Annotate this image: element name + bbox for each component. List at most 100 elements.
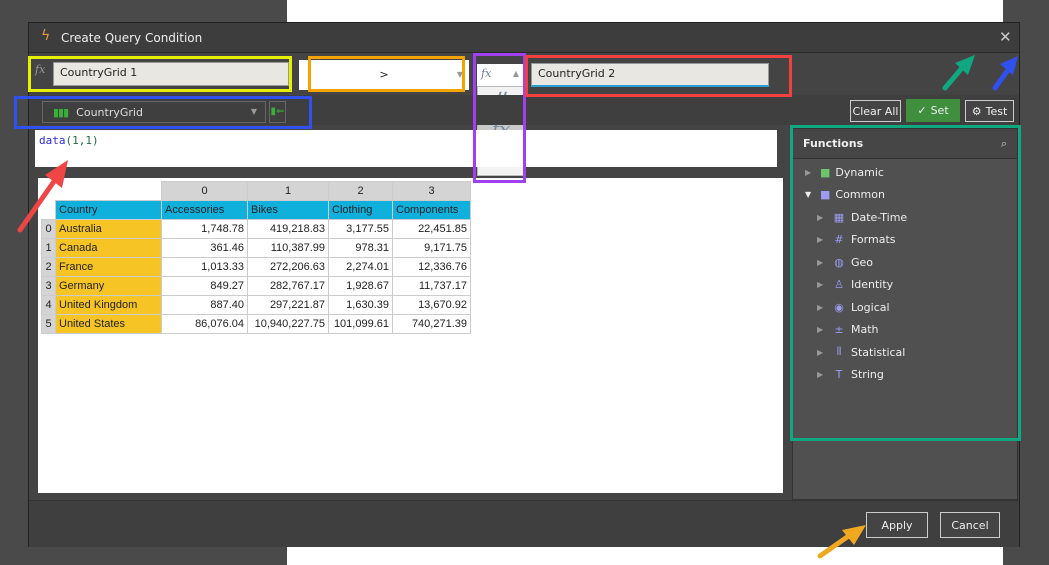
chevron-down-icon: ▼: [250, 107, 257, 116]
functions-title: Functions: [803, 137, 864, 150]
expression-editor[interactable]: data(1,1): [35, 130, 777, 167]
apply-button[interactable]: Apply: [866, 512, 928, 538]
clear-all-button[interactable]: Clear All: [850, 100, 901, 122]
row-index: 4: [41, 295, 56, 315]
bars-icon: ⫴: [836, 345, 842, 359]
#fx-icon: #: [834, 233, 844, 247]
table-cell[interactable]: 2,274.01: [328, 257, 393, 277]
expression-function: data: [39, 134, 66, 147]
table-cell[interactable]: 272,206.63: [247, 257, 329, 277]
table-cell[interactable]: 101,099.61: [328, 314, 393, 334]
expand-icon: ▶: [817, 325, 824, 335]
data-grid-preview: 0 1 2 3 Country Accessories Bikes Clothing Compo…: [38, 178, 783, 493]
table-cell[interactable]: 361.46: [161, 238, 248, 258]
globe-icon: ◍: [834, 255, 844, 269]
expression-args: (1,1): [65, 134, 99, 147]
category-label: Geo: [851, 255, 874, 269]
function-category-logical[interactable]: ▶ ◉ Logical: [805, 296, 1005, 319]
data-table: 0 1 2 3 Country Accessories Bikes Clothing Compo…: [41, 181, 471, 334]
insert-data-button[interactable]: ▮⇐: [269, 101, 286, 123]
column-header[interactable]: Accessories: [161, 200, 248, 220]
folder-dynamic[interactable]: ▶ ■ Dynamic: [805, 161, 1005, 184]
table-cell[interactable]: 11,737.17: [392, 276, 471, 296]
function-category-identity[interactable]: ▶ ♙ Identity: [805, 274, 1005, 297]
table-cell[interactable]: 1,630.39: [328, 295, 393, 315]
person-icon: ♙: [834, 278, 844, 292]
expand-icon: ▶: [817, 257, 824, 267]
radio-icon: ◉: [834, 300, 844, 314]
category-label: Statistical: [851, 345, 906, 359]
table-cell[interactable]: 1,748.78: [161, 219, 248, 239]
category-label: Formats: [851, 233, 896, 247]
column-index: 2: [328, 181, 393, 201]
table-cell[interactable]: 9,171.75: [392, 238, 471, 258]
category-label: Date-Time: [851, 210, 908, 224]
function-category-geo[interactable]: ▶ ◍ Geo: [805, 251, 1005, 274]
table-cell[interactable]: 10,940,227.75: [247, 314, 329, 334]
table-cell[interactable]: 86,076.04: [161, 314, 248, 334]
cancel-button[interactable]: Cancel: [940, 512, 1000, 538]
folder-label: Common: [835, 188, 885, 202]
chevron-down-icon: ▼: [456, 70, 463, 79]
close-icon[interactable]: ✕: [999, 28, 1012, 46]
expand-icon: ▶: [817, 212, 824, 222]
table-cell[interactable]: 282,767.17: [247, 276, 329, 296]
expand-icon: ▶: [817, 370, 824, 380]
table-cell[interactable]: 12,336.76: [392, 257, 471, 277]
T-icon: T: [835, 368, 843, 382]
lightning-icon: ϟ: [41, 28, 51, 44]
column-header[interactable]: Components: [392, 200, 471, 220]
value-type-dropdown[interactable]: fx ▲: [477, 64, 525, 86]
column-header[interactable]: Clothing: [328, 200, 393, 220]
folder-common[interactable]: ▼ ■ Common: [805, 184, 1005, 207]
column-index: 0: [161, 181, 248, 201]
collapse-icon: ▼: [805, 190, 812, 200]
table-cell[interactable]: 740,271.39: [392, 314, 471, 334]
table-cell[interactable]: 1,013.33: [161, 257, 248, 277]
bar-chart-icon: ▮▮▮: [53, 105, 69, 119]
function-category-date-time[interactable]: ▶ ▦ Date-Time: [805, 206, 1005, 229]
test-badge-icon: ⚙: [971, 104, 982, 118]
operator-value: >: [379, 68, 389, 81]
right-value-input[interactable]: CountryGrid 2: [531, 63, 769, 87]
table-cell[interactable]: 887.40: [161, 295, 248, 315]
table-cell[interactable]: 297,221.87: [247, 295, 329, 315]
table-row: 1 Canada 361.46 110,387.99 978.31 9,171.75: [41, 238, 471, 258]
table-cell[interactable]: 1,928.67: [328, 276, 393, 296]
set-button[interactable]: ✓ Set: [906, 99, 960, 122]
table-row: 5 United States 86,076.04 10,940,227.75 101,…: [41, 314, 471, 334]
category-label: String: [851, 368, 884, 382]
column-index: 1: [247, 181, 329, 201]
column-header[interactable]: Country: [55, 200, 162, 220]
row-header: France: [55, 257, 162, 277]
function-category-statistical[interactable]: ▶ ⫴ Statistical: [805, 341, 1005, 364]
table-cell[interactable]: 978.31: [328, 238, 393, 258]
table-row: 0 Australia 1,748.78 419,218.83 3,177.55 22,4…: [41, 219, 471, 239]
test-label: Test: [985, 104, 1008, 118]
row-header: Australia: [55, 219, 162, 239]
table-cell[interactable]: 110,387.99: [247, 238, 329, 258]
table-cell[interactable]: 419,218.83: [247, 219, 329, 239]
source-dropdown[interactable]: ▮▮▮ CountryGrid ▼: [42, 101, 266, 123]
table-cell[interactable]: 13,670.92: [392, 295, 471, 315]
test-button[interactable]: ⚙ Test: [965, 100, 1014, 122]
function-category-formats[interactable]: ▶ # Formats: [805, 229, 1005, 252]
folder-icon: ■: [820, 188, 831, 202]
table-row: 3 Germany 849.27 282,767.17 1,928.67 11,737.1…: [41, 276, 471, 296]
folder-icon: ■: [820, 165, 831, 179]
category-label: Math: [851, 323, 879, 337]
check-icon: ✓: [917, 104, 927, 117]
operator-dropdown[interactable]: > ▼: [299, 60, 469, 90]
table-cell[interactable]: 849.27: [161, 276, 248, 296]
expand-icon: ▶: [817, 235, 824, 245]
expand-icon: ▶: [805, 167, 812, 177]
search-icon[interactable]: ⌕: [1000, 136, 1007, 150]
function-category-string[interactable]: ▶ T String: [805, 364, 1005, 387]
category-label: Identity: [851, 278, 894, 292]
table-cell[interactable]: 3,177.55: [328, 219, 393, 239]
left-value-input[interactable]: CountryGrid 1: [53, 62, 289, 86]
function-category-math[interactable]: ▶ ± Math: [805, 319, 1005, 342]
table-cell[interactable]: 22,451.85: [392, 219, 471, 239]
column-header[interactable]: Bikes: [247, 200, 329, 220]
row-header: Germany: [55, 276, 162, 296]
